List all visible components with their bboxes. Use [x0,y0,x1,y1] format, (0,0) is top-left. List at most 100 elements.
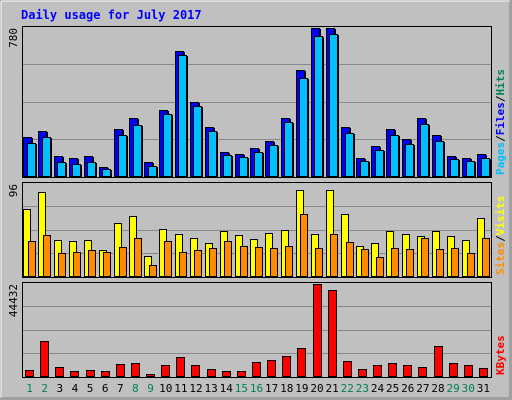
bar-kbytes-kbytes-day-8 [131,363,140,377]
bar-hits-pages-day-9 [148,166,157,177]
legend-item-visits-1: / [494,235,507,242]
bar-visits-sites-day-13 [209,248,217,277]
bar-hits-pages-day-16 [254,152,263,177]
bar-kbytes-kbytes-day-9 [146,374,155,377]
bar-visits-sites-day-4 [73,252,81,277]
bar-kbytes-kbytes-day-17 [267,360,276,377]
bar-visits-sites-day-14 [224,241,232,277]
bar-hits-pages-day-29 [450,159,459,177]
bar-visits-sites-day-23 [361,249,369,277]
x-tick-label-day-11: 11 [174,382,187,395]
bar-hits-pages-day-7 [118,135,127,177]
bar-visits-sites-day-10 [164,241,172,277]
bar-hits-pages-day-24 [375,150,384,177]
panel-visits: 96 Sites/Visits [7,182,507,278]
bar-hits-pages-day-23 [360,161,369,177]
bar-kbytes-kbytes-day-24 [373,365,382,377]
bar-visits-sites-day-19 [300,214,308,277]
bar-kbytes-kbytes-day-11 [176,357,185,377]
y-max-label-hits: 780 [7,28,20,48]
legend-item-hits-1: / [494,135,507,142]
bar-kbytes-kbytes-day-6 [101,371,110,377]
bar-kbytes-kbytes-day-12 [191,365,200,377]
bar-hits-pages-day-30 [466,161,475,177]
bar-kbytes-kbytes-day-10 [161,365,170,377]
x-tick-label-day-31: 31 [477,382,490,395]
x-axis-day-labels: 1 2 3 4 5 6 7 8 9 10 11 12 13 14 15 16 17 18 19 20 21 22 23 24 2… [26,382,490,395]
x-tick-label-day-30: 30 [462,382,475,395]
x-tick-label-day-2: 2 [41,382,48,395]
bar-kbytes-kbytes-day-7 [116,364,125,377]
bar-visits-sites-day-16 [255,247,263,277]
bar-visits-sites-day-29 [451,248,459,277]
legend-visits: Sites/Visits [494,196,507,276]
legend-item-visits-2: Visits [494,196,507,236]
bar-kbytes-kbytes-day-19 [297,348,306,377]
bar-visits-sites-day-26 [406,249,414,277]
bar-visits-visits-day-2 [38,192,46,277]
bar-kbytes-kbytes-day-30 [464,365,473,377]
bar-hits-pages-day-25 [390,135,399,177]
bar-hits-pages-day-6 [102,169,111,177]
bar-visits-sites-day-22 [346,242,354,277]
bar-kbytes-kbytes-day-5 [86,370,95,377]
bar-kbytes-kbytes-day-15 [237,371,246,377]
x-tick-label-day-5: 5 [87,382,94,395]
legend-item-hits-0: Pages [494,142,507,175]
y-max-label-kbytes: 44432 [7,284,20,317]
bar-hits-pages-day-1 [27,143,36,177]
bar-hits-pages-day-20 [314,36,323,177]
bar-visits-sites-day-20 [315,248,323,277]
x-tick-label-day-6: 6 [102,382,109,395]
bar-hits-pages-day-21 [329,34,338,177]
bar-kbytes-kbytes-day-16 [252,362,261,377]
bar-visits-sites-day-31 [482,238,490,277]
legend-item-hits-3: / [494,95,507,102]
bar-hits-pages-day-13 [208,131,217,177]
x-tick-label-day-19: 19 [295,382,308,395]
bar-kbytes-kbytes-day-13 [207,369,216,377]
bar-visits-sites-day-6 [103,252,111,277]
bar-hits-pages-day-27 [420,124,429,177]
bar-visits-sites-day-27 [421,238,429,277]
bar-visits-sites-day-17 [270,248,278,277]
bar-hits-pages-day-15 [239,157,248,177]
bar-visits-sites-day-8 [134,238,142,277]
x-tick-label-day-23: 23 [356,382,369,395]
bar-visits-sites-day-3 [58,253,66,277]
bar-visits-sites-day-21 [330,234,338,277]
bar-hits-pages-day-2 [42,137,51,177]
bar-kbytes-kbytes-day-22 [343,361,352,377]
bar-hits-pages-day-31 [481,158,490,177]
bar-kbytes-kbytes-day-2 [40,341,49,377]
x-tick-label-day-4: 4 [72,382,79,395]
bar-kbytes-kbytes-day-20 [313,284,322,377]
bar-hits-pages-day-28 [435,141,444,177]
bar-visits-sites-day-1 [28,241,36,277]
bar-visits-sites-day-7 [119,247,127,277]
bar-hits-pages-day-26 [405,144,414,177]
legend-item-hits-2: Files [494,102,507,135]
bar-kbytes-kbytes-day-25 [388,363,397,377]
y-max-label-visits: 96 [7,184,20,197]
bar-kbytes-kbytes-day-27 [418,367,427,377]
bar-hits-pages-day-5 [87,162,96,177]
chart-panels: 780Pages/Files/Hits96Sites/Visits44432KB… [7,26,507,378]
bar-kbytes-kbytes-day-31 [479,368,488,377]
bar-hits-pages-day-3 [57,162,66,177]
bar-visits-sites-day-2 [43,235,51,277]
bar-visits-sites-day-24 [376,257,384,277]
bar-kbytes-kbytes-day-26 [403,365,412,377]
bar-kbytes-kbytes-day-4 [70,371,79,377]
bar-kbytes-kbytes-day-18 [282,356,291,377]
x-tick-label-day-22: 22 [341,382,354,395]
x-tick-label-day-27: 27 [416,382,429,395]
bar-hits-pages-day-11 [178,55,187,177]
x-tick-label-day-18: 18 [280,382,293,395]
bar-visits-sites-day-25 [391,248,399,277]
x-tick-label-day-25: 25 [386,382,399,395]
bar-hits-pages-day-12 [193,106,202,177]
legend-item-hits-4: Hits [494,69,507,96]
x-tick-label-day-20: 20 [310,382,323,395]
